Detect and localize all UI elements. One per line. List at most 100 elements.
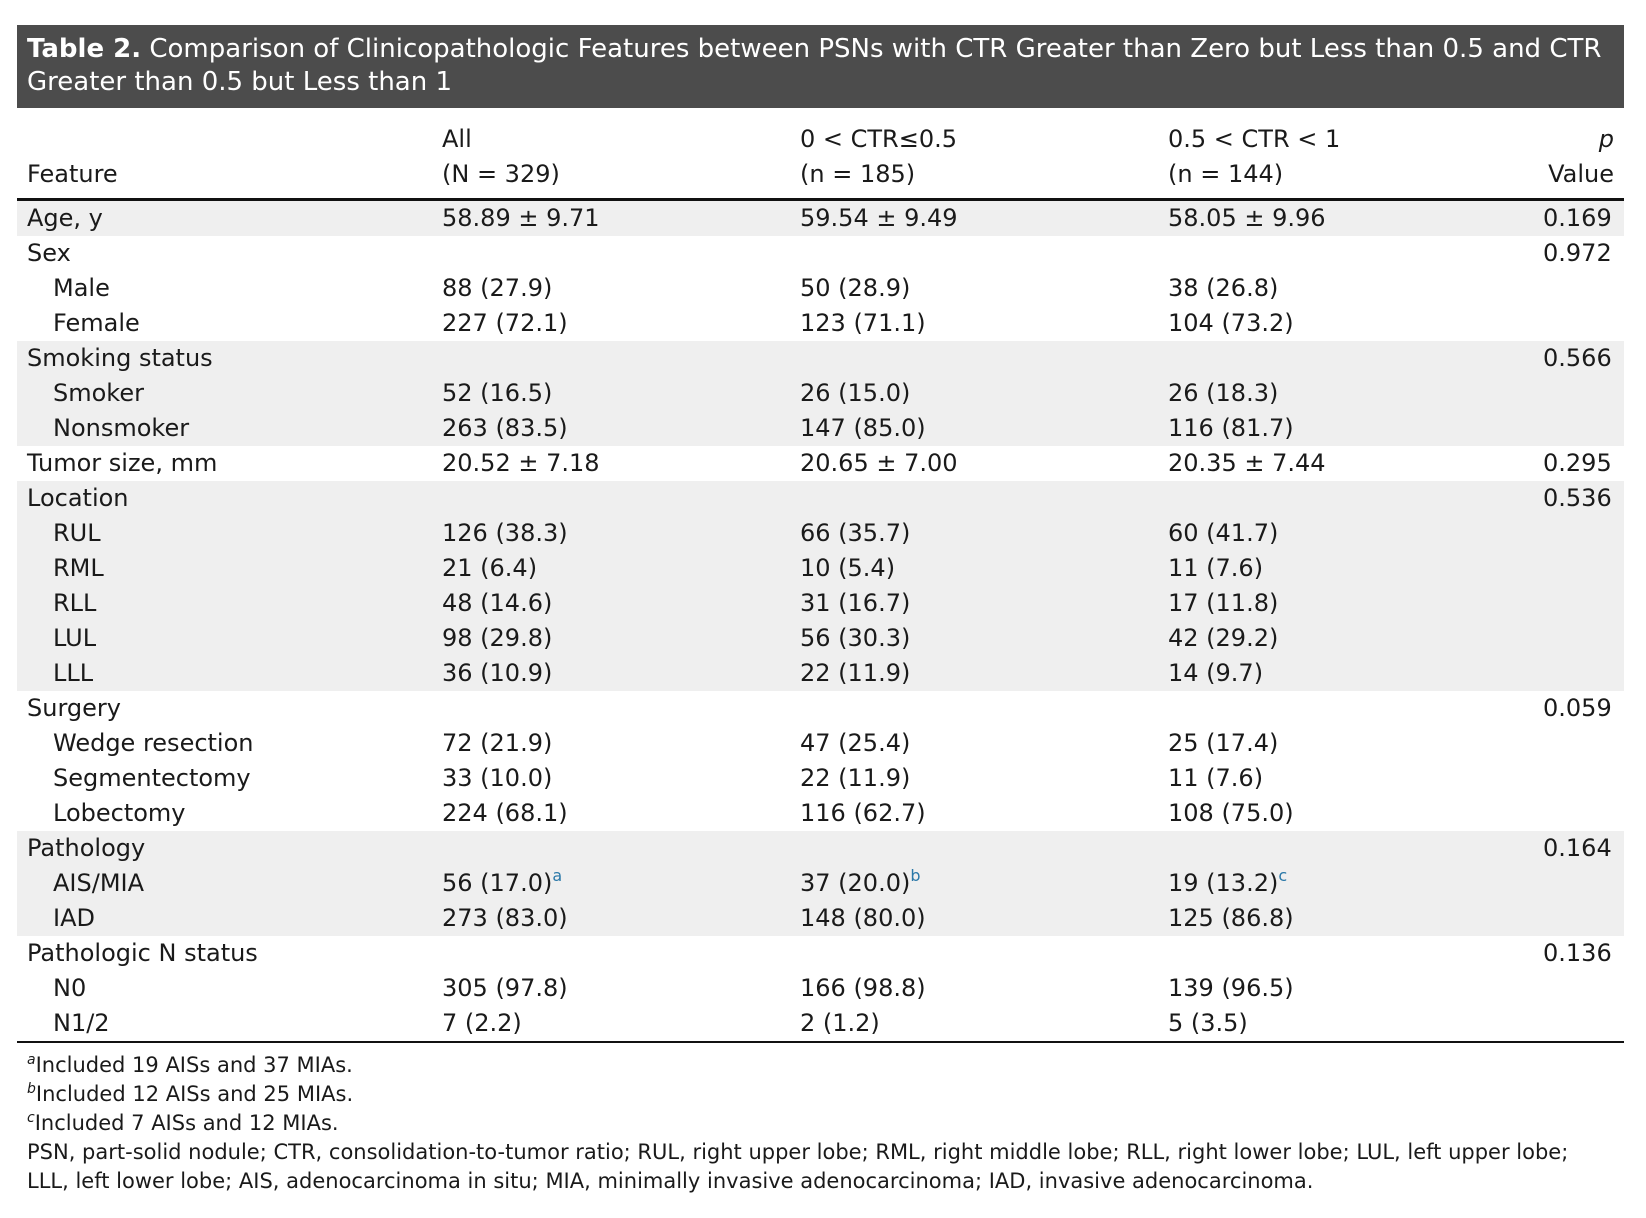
- cell-ctr-low-text: 2 (1.2): [800, 1009, 880, 1037]
- header-all-line2: (N = 329): [442, 160, 560, 188]
- footnote-text: Included 19 AISs and 37 MIAs.: [35, 1053, 353, 1077]
- footnote-marker: c: [1278, 866, 1288, 885]
- cell-p-value: [1533, 516, 1624, 551]
- cell-ctr-low: 22 (11.9): [790, 761, 1158, 796]
- table-row: Wedge resection 72 (21.9) 47 (25.4) 25 (17.…: [17, 726, 1624, 761]
- cell-feature: Smoking status: [17, 341, 432, 376]
- cell-ctr-high-text: 5 (3.5): [1168, 1009, 1248, 1037]
- cell-ctr-low-text: 56 (30.3): [800, 624, 911, 652]
- table-row: Tumor size, mm 20.52 ± 7.18 20.65 ± 7.00 20…: [17, 446, 1624, 481]
- table-row: LLL 36 (10.9) 22 (11.9) 14 (9.7): [17, 656, 1624, 691]
- cell-p-value: [1533, 761, 1624, 796]
- cell-feature-text: Pathologic N status: [27, 939, 258, 967]
- cell-ctr-low-text: 22 (11.9): [800, 764, 911, 792]
- cell-ctr-low: 26 (15.0): [790, 376, 1158, 411]
- cell-p-value-text: 0.136: [1543, 939, 1612, 967]
- table-row: AIS/MIA 56 (17.0)a 37 (20.0)b 19 (13.2)c: [17, 866, 1624, 901]
- cell-feature: AIS/MIA: [17, 866, 432, 901]
- table-row: RUL 126 (38.3) 66 (35.7) 60 (41.7): [17, 516, 1624, 551]
- cell-all-text: 263 (83.5): [442, 414, 568, 442]
- cell-feature: Lobectomy: [17, 796, 432, 831]
- cell-ctr-high: 58.05 ± 9.96: [1158, 199, 1533, 236]
- cell-ctr-high-text: 11 (7.6): [1168, 554, 1264, 582]
- cell-feature-text: Location: [27, 484, 129, 512]
- cell-p-value-text: 0.972: [1543, 239, 1612, 267]
- data-table: Feature All (N = 329) 0 < CTR≤0.5 (n = 1…: [17, 108, 1624, 1043]
- cell-p-value: [1533, 866, 1624, 901]
- cell-ctr-low-text: 26 (15.0): [800, 379, 911, 407]
- cell-feature: Segmentectomy: [17, 761, 432, 796]
- cell-all-text: 88 (27.9): [442, 274, 553, 302]
- cell-ctr-high-text: 17 (11.8): [1168, 589, 1279, 617]
- cell-ctr-low: 47 (25.4): [790, 726, 1158, 761]
- cell-ctr-high: 14 (9.7): [1158, 656, 1533, 691]
- cell-all: 7 (2.2): [432, 1006, 790, 1043]
- cell-all-text: 48 (14.6): [442, 589, 553, 617]
- cell-ctr-high-text: 60 (41.7): [1168, 519, 1279, 547]
- cell-feature: LLL: [17, 656, 432, 691]
- cell-feature: Tumor size, mm: [17, 446, 432, 481]
- cell-feature: LUL: [17, 621, 432, 656]
- cell-ctr-low: [790, 236, 1158, 271]
- cell-feature-text: RML: [53, 554, 104, 582]
- cell-p-value: [1533, 411, 1624, 446]
- table-notes: aIncluded 19 AISs and 37 MIAs. bIncluded …: [17, 1043, 1624, 1196]
- cell-ctr-high-text: 139 (96.5): [1168, 974, 1294, 1002]
- cell-feature: Male: [17, 271, 432, 306]
- table-title-text: Comparison of Clinicopathologic Features…: [27, 34, 1602, 97]
- cell-all: 52 (16.5): [432, 376, 790, 411]
- cell-all-text: 58.89 ± 9.71: [442, 204, 600, 232]
- cell-ctr-low: [790, 691, 1158, 726]
- cell-ctr-low: 123 (71.1): [790, 306, 1158, 341]
- cell-ctr-high: 17 (11.8): [1158, 586, 1533, 621]
- table-row: Pathology 0.164: [17, 831, 1624, 866]
- cell-feature: Pathologic N status: [17, 936, 432, 971]
- cell-ctr-low-text: 47 (25.4): [800, 729, 911, 757]
- cell-p-value: [1533, 271, 1624, 306]
- table-header: Feature All (N = 329) 0 < CTR≤0.5 (n = 1…: [17, 108, 1624, 200]
- cell-feature: IAD: [17, 901, 432, 936]
- cell-all-text: 21 (6.4): [442, 554, 538, 582]
- cell-feature-text: Surgery: [27, 694, 121, 722]
- cell-ctr-low: 50 (28.9): [790, 271, 1158, 306]
- cell-feature-text: RUL: [53, 519, 101, 547]
- cell-ctr-high: 25 (17.4): [1158, 726, 1533, 761]
- cell-ctr-low-text: 20.65 ± 7.00: [800, 449, 958, 477]
- cell-all: 273 (83.0): [432, 901, 790, 936]
- header-ctr-high-line1: 0.5 < CTR < 1: [1168, 125, 1341, 153]
- cell-ctr-low: [790, 831, 1158, 866]
- table-row: Location 0.536: [17, 481, 1624, 516]
- cell-feature-text: Wedge resection: [53, 729, 254, 757]
- cell-feature-text: IAD: [53, 904, 95, 932]
- cell-feature: Female: [17, 306, 432, 341]
- cell-all-text: 7 (2.2): [442, 1009, 522, 1037]
- cell-ctr-low-text: 59.54 ± 9.49: [800, 204, 958, 232]
- cell-all-text: 20.52 ± 7.18: [442, 449, 600, 477]
- cell-ctr-high: [1158, 691, 1533, 726]
- header-p-rest: Value: [1548, 160, 1614, 188]
- cell-ctr-high: 104 (73.2): [1158, 306, 1533, 341]
- footnote-marker: b: [910, 866, 921, 885]
- cell-all: [432, 831, 790, 866]
- cell-ctr-high-text: 125 (86.8): [1168, 904, 1294, 932]
- cell-all: 98 (29.8): [432, 621, 790, 656]
- cell-feature-text: Pathology: [27, 834, 146, 862]
- cell-ctr-low-text: 147 (85.0): [800, 414, 926, 442]
- cell-p-value: [1533, 306, 1624, 341]
- cell-ctr-low-text: 31 (16.7): [800, 589, 911, 617]
- table-body: Age, y 58.89 ± 9.71 59.54 ± 9.49 58.05 ± 9.…: [17, 199, 1624, 1043]
- cell-all: [432, 236, 790, 271]
- footnote-text: Included 12 AISs and 25 MIAs.: [35, 1082, 354, 1106]
- cell-ctr-low-text: 116 (62.7): [800, 799, 926, 827]
- header-ctr-high-line2: (n = 144): [1168, 160, 1284, 188]
- table-title: Table 2. Comparison of Clinicopathologic…: [17, 25, 1624, 108]
- cell-all-text: 305 (97.8): [442, 974, 568, 1002]
- header-ctr-high: 0.5 < CTR < 1 (n = 144): [1158, 108, 1533, 200]
- cell-feature: RUL: [17, 516, 432, 551]
- cell-ctr-high: [1158, 236, 1533, 271]
- cell-p-value: [1533, 901, 1624, 936]
- cell-p-value: [1533, 621, 1624, 656]
- cell-ctr-low: 10 (5.4): [790, 551, 1158, 586]
- cell-p-value-text: 0.536: [1543, 484, 1612, 512]
- cell-ctr-high-text: 104 (73.2): [1168, 309, 1294, 337]
